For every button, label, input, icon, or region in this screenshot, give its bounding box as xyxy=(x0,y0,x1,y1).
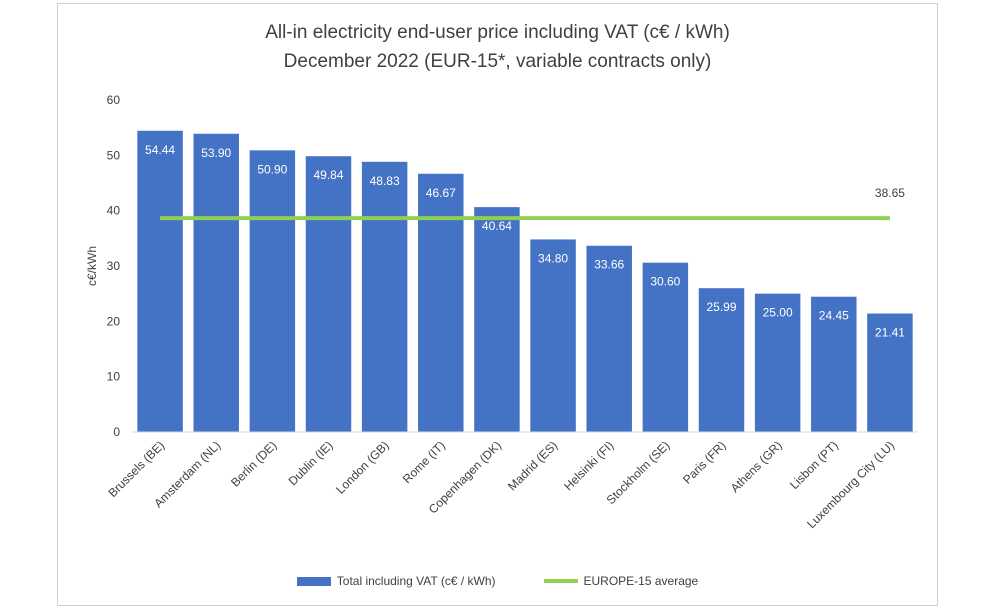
x-tick-label: Helsinki (FI) xyxy=(561,438,616,493)
average-data-label: 38.65 xyxy=(875,186,905,200)
bar xyxy=(867,313,913,432)
legend-swatch-bar xyxy=(296,576,331,586)
x-tick-label: Paris (FR) xyxy=(680,438,729,487)
bar xyxy=(698,288,745,432)
bar-data-label: 49.84 xyxy=(313,168,343,182)
bar-data-label: 33.66 xyxy=(594,258,624,272)
bar xyxy=(811,296,857,432)
bar xyxy=(642,262,689,432)
chart-title-block: All-in electricity end-user price includ… xyxy=(57,18,938,76)
x-tick-label: Brussels (BE) xyxy=(105,438,167,500)
bar-data-label: 34.80 xyxy=(538,251,568,265)
bar xyxy=(361,161,408,433)
y-tick-label: 60 xyxy=(107,93,121,107)
x-tick-label: Dublin (IE) xyxy=(286,438,336,488)
y-tick-label: 20 xyxy=(107,314,121,328)
y-tick-label: 50 xyxy=(107,148,121,162)
bar-data-label: 53.90 xyxy=(201,146,231,160)
legend-label-total: Total including VAT (c€ / kWh) xyxy=(336,574,496,588)
bar-data-label: 40.64 xyxy=(482,219,512,233)
y-tick-label: 30 xyxy=(107,259,121,273)
bar xyxy=(754,293,801,432)
bar xyxy=(530,239,576,432)
legend-item-total: Total including VAT (c€ / kWh) xyxy=(296,574,496,588)
x-axis: Brussels (BE)Amsterdam (NL) Berlin (DE) Du… xyxy=(105,431,918,531)
bar xyxy=(586,245,632,432)
average-line-series: 38.65 xyxy=(160,186,905,221)
bar-data-label: 25.99 xyxy=(706,300,736,314)
bar-data-label: 50.90 xyxy=(257,162,287,176)
bar xyxy=(249,150,296,432)
bar-series: 54.44 53.90 50.90 49.84 48.83 46.67 40.64 34.80… xyxy=(137,130,913,433)
x-tick-label: Berlin (DE) xyxy=(228,438,279,489)
bar-data-label: 46.67 xyxy=(426,186,456,200)
bar-data-label: 21.41 xyxy=(875,326,905,340)
x-tick-label: Lisbon (PT) xyxy=(787,438,841,492)
legend-item-average: EUROPE-15 average xyxy=(543,574,699,588)
bar-data-label: 24.45 xyxy=(819,309,849,323)
y-axis: 0 10 20 30 40 50 60 xyxy=(107,93,121,439)
x-tick-label: Athens (GR) xyxy=(728,438,785,495)
x-tick-label: London (GB) xyxy=(333,438,391,496)
bar xyxy=(474,207,520,432)
bar xyxy=(305,156,352,432)
bar-data-label: 25.00 xyxy=(763,306,793,320)
bar xyxy=(418,173,464,432)
y-tick-label: 0 xyxy=(113,425,120,439)
bar-data-label: 48.83 xyxy=(370,174,400,188)
y-tick-label: 40 xyxy=(107,204,121,218)
legend-label-average: EUROPE-15 average xyxy=(583,574,699,588)
y-axis-label: c€/kWh xyxy=(85,246,99,286)
x-tick-label: Rome (IT) xyxy=(400,438,448,486)
x-tick-label: Madrid (ES) xyxy=(505,438,560,493)
chart-title: All-in electricity end-user price includ… xyxy=(265,22,730,43)
chart-subtitle: December 2022 (EUR-15*, variable contrac… xyxy=(283,51,712,72)
legend-swatch-line xyxy=(543,579,578,583)
y-tick-label: 10 xyxy=(107,370,121,384)
bar xyxy=(193,133,239,432)
legend: Total including VAT (c€ / kWh) EUROPE-15… xyxy=(0,574,995,588)
bar-data-label: 30.60 xyxy=(650,275,680,289)
bar xyxy=(137,130,183,433)
bar-data-label: 54.44 xyxy=(145,143,175,157)
